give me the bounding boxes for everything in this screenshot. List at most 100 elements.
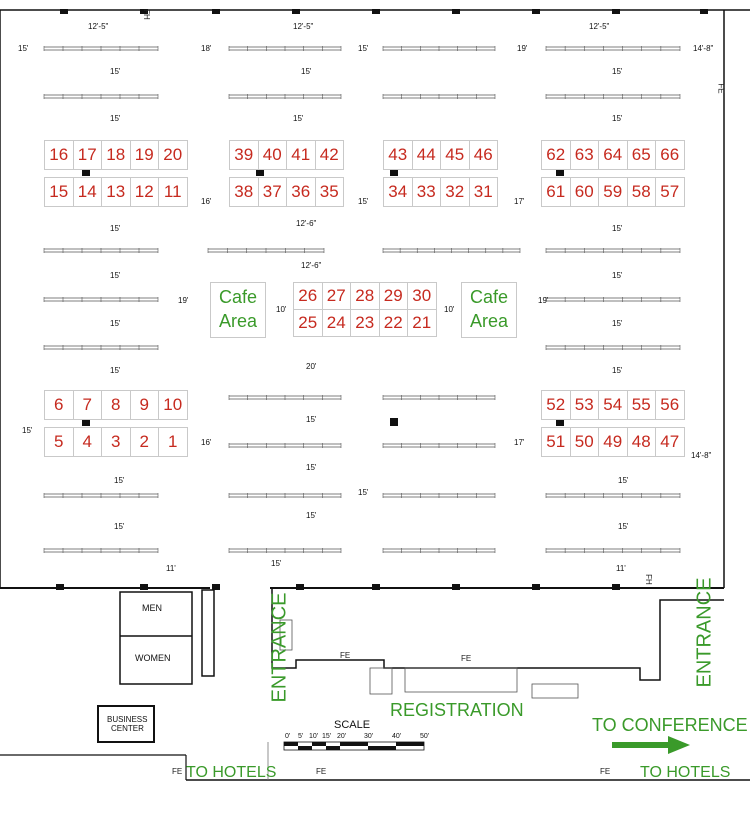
booth-50: 50 — [569, 427, 599, 457]
dimension-label: 15' — [306, 463, 317, 472]
dimension-label: 19' — [517, 44, 528, 53]
dimension-label: 15' — [114, 476, 125, 485]
booth-9: 9 — [129, 390, 159, 420]
booth-20: 20 — [158, 140, 188, 170]
booth-58: 58 — [626, 177, 656, 207]
fire-extinguisher-marker: FE — [316, 767, 327, 776]
dimension-label: 14'-8" — [691, 451, 712, 460]
scale-tick-label: 40' — [392, 733, 402, 740]
cafe-label-line1: Cafe — [218, 287, 258, 307]
fire-hose-marker: FH — [643, 574, 653, 585]
dimension-label: 15' — [618, 476, 629, 485]
booth-62: 62 — [541, 140, 571, 170]
column — [372, 584, 380, 590]
column — [452, 9, 460, 14]
column — [56, 584, 64, 590]
dimension-label: 15' — [612, 271, 623, 280]
to-hotels-right-label: TO HOTELS — [640, 764, 731, 781]
booth-56: 56 — [655, 390, 685, 420]
booth-45: 45 — [440, 140, 470, 170]
dimension-label: 15' — [612, 319, 623, 328]
column — [532, 584, 540, 590]
booth-6: 6 — [44, 390, 74, 420]
dimension-label: 15' — [306, 511, 317, 520]
column — [556, 418, 564, 426]
counter — [531, 683, 579, 699]
dimension-label: 20' — [306, 362, 317, 371]
dimension-label: 15' — [110, 114, 121, 123]
fire-extinguisher-marker: FE — [461, 654, 472, 663]
booth-10: 10 — [158, 390, 188, 420]
booth-60: 60 — [569, 177, 599, 207]
entrance-left-label: ENTRANCE — [268, 592, 291, 703]
scale-bar-segment — [396, 742, 424, 746]
counter — [369, 667, 393, 695]
fire-extinguisher-marker: FE — [600, 767, 611, 776]
dimension-label: 15' — [358, 488, 369, 497]
booth-65: 65 — [626, 140, 656, 170]
dimension-label: 19' — [178, 296, 189, 305]
dimension-label: 15' — [612, 67, 623, 76]
to-conference-label: TO CONFERENCE — [592, 715, 748, 735]
scale-tick-label: 30' — [364, 733, 374, 740]
column — [140, 9, 148, 14]
dimension-label: 17' — [514, 197, 525, 206]
booth-4: 4 — [72, 427, 102, 457]
dimension-label: 15' — [18, 44, 29, 53]
booth-32: 32 — [440, 177, 470, 207]
booth-25: 25 — [293, 309, 323, 337]
booth-38: 38 — [229, 177, 259, 207]
dimension-label: 15' — [612, 224, 623, 233]
booth-2: 2 — [129, 427, 159, 457]
booth-46: 46 — [468, 140, 498, 170]
scale-tick-label: 50' — [420, 733, 430, 740]
booth-61: 61 — [541, 177, 571, 207]
fire-extinguisher-marker: FE — [716, 83, 726, 94]
column — [556, 168, 564, 176]
booth-26: 26 — [293, 282, 323, 310]
column — [296, 584, 304, 590]
registration-wall — [271, 588, 724, 681]
column — [212, 584, 220, 590]
dimension-label: 16' — [201, 197, 212, 206]
column — [372, 9, 380, 14]
booth-41: 41 — [286, 140, 316, 170]
booth-17: 17 — [72, 140, 102, 170]
dimension-label: 15' — [110, 271, 121, 280]
column — [140, 584, 148, 590]
dimension-label: 18' — [201, 44, 212, 53]
booth-54: 54 — [598, 390, 628, 420]
dimension-label: 11' — [166, 564, 176, 573]
business-center-room — [97, 705, 155, 743]
scale-bar-segment — [312, 742, 326, 746]
dimension-label: 14'-8" — [693, 44, 714, 53]
dimension-label: 15' — [612, 114, 623, 123]
booth-13: 13 — [101, 177, 131, 207]
column — [292, 9, 300, 14]
booth-24: 24 — [321, 309, 351, 337]
dimension-label: 19' — [538, 296, 549, 305]
cafe-area-left: Cafe Area — [210, 282, 266, 338]
registration-label: REGISTRATION — [390, 700, 524, 720]
dimension-label: 15' — [271, 559, 282, 568]
booth-34: 34 — [383, 177, 413, 207]
entrance-right-label: ENTRANCE — [693, 577, 716, 688]
to-hotels-left-label: TO HOTELS — [186, 764, 277, 781]
booth-35: 35 — [314, 177, 344, 207]
fire-extinguisher-marker: FE — [340, 651, 351, 660]
booth-7: 7 — [72, 390, 102, 420]
dimension-label: 12'-6" — [296, 219, 317, 228]
dimension-label: 15' — [22, 426, 33, 435]
booth-59: 59 — [598, 177, 628, 207]
scale-tick-label: 15' — [322, 733, 332, 740]
booth-55: 55 — [626, 390, 656, 420]
booth-49: 49 — [598, 427, 628, 457]
booth-12: 12 — [129, 177, 159, 207]
dimension-label: 15' — [110, 319, 121, 328]
scale-tick-label: 5' — [298, 733, 304, 740]
dimension-label: 16' — [201, 438, 212, 447]
cafe-label-line2: Area — [469, 311, 509, 331]
booth-3: 3 — [101, 427, 131, 457]
scale-bar-segment — [368, 746, 396, 750]
restroom-block — [119, 591, 193, 685]
